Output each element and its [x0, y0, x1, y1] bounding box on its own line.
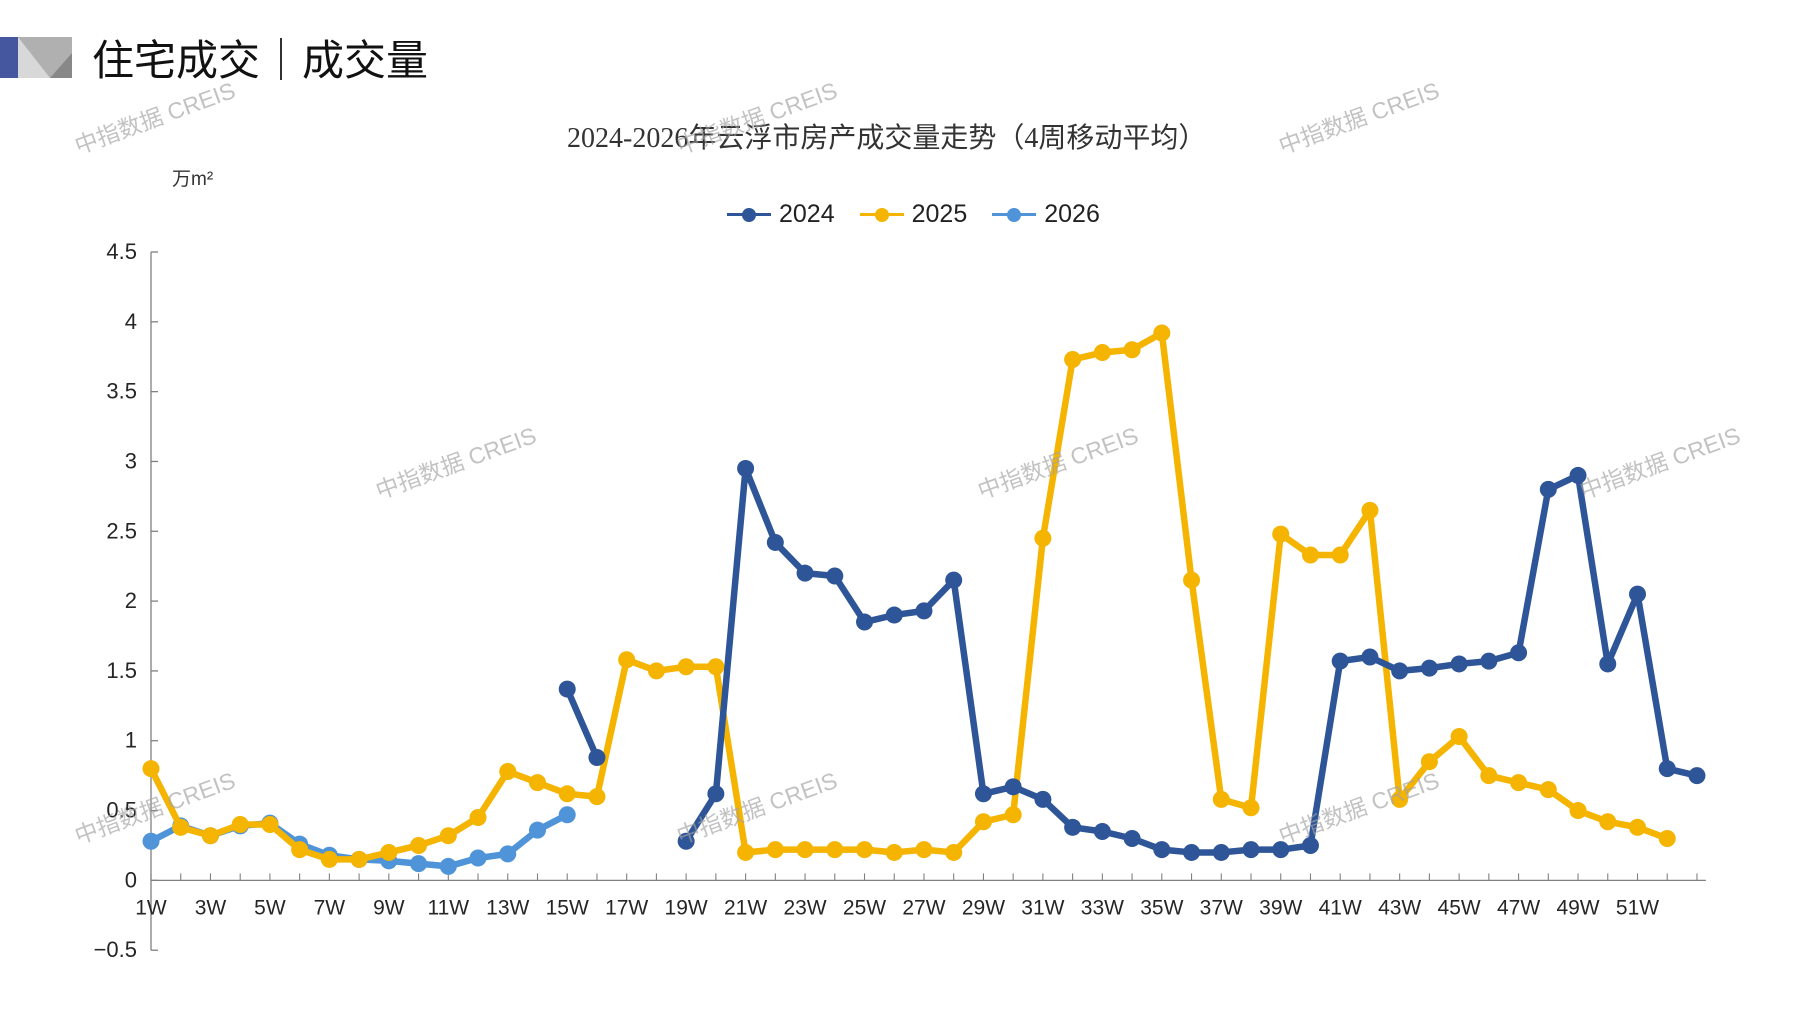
svg-text:1W: 1W — [135, 896, 167, 919]
svg-text:3.5: 3.5 — [106, 379, 137, 404]
svg-text:45W: 45W — [1438, 896, 1481, 919]
svg-text:7W: 7W — [314, 896, 346, 919]
svg-text:1: 1 — [125, 728, 137, 753]
svg-text:3: 3 — [125, 448, 137, 473]
svg-text:31W: 31W — [1021, 896, 1064, 919]
svg-text:51W: 51W — [1616, 896, 1659, 919]
svg-text:43W: 43W — [1378, 896, 1421, 919]
svg-text:25W: 25W — [843, 896, 886, 919]
svg-text:−0.5: −0.5 — [94, 937, 137, 962]
svg-text:4: 4 — [125, 309, 137, 334]
svg-text:29W: 29W — [962, 896, 1005, 919]
svg-text:2: 2 — [125, 588, 137, 613]
svg-text:49W: 49W — [1556, 896, 1599, 919]
svg-text:21W: 21W — [724, 896, 767, 919]
svg-text:33W: 33W — [1081, 896, 1124, 919]
svg-text:4.5: 4.5 — [106, 239, 137, 264]
svg-text:5W: 5W — [254, 896, 286, 919]
svg-text:1.5: 1.5 — [106, 658, 137, 683]
svg-text:39W: 39W — [1259, 896, 1302, 919]
svg-text:0.5: 0.5 — [106, 798, 137, 823]
svg-text:0: 0 — [125, 867, 137, 892]
svg-text:17W: 17W — [605, 896, 648, 919]
svg-text:35W: 35W — [1140, 896, 1183, 919]
svg-text:27W: 27W — [902, 896, 945, 919]
svg-text:15W: 15W — [546, 896, 589, 919]
svg-text:37W: 37W — [1200, 896, 1243, 919]
svg-text:23W: 23W — [783, 896, 826, 919]
svg-text:11W: 11W — [427, 896, 469, 919]
svg-text:19W: 19W — [665, 896, 708, 919]
svg-text:2.5: 2.5 — [106, 518, 137, 543]
svg-text:3W: 3W — [195, 896, 227, 919]
svg-text:47W: 47W — [1497, 896, 1540, 919]
svg-text:9W: 9W — [373, 896, 405, 919]
svg-text:41W: 41W — [1319, 896, 1362, 919]
svg-text:13W: 13W — [486, 896, 529, 919]
